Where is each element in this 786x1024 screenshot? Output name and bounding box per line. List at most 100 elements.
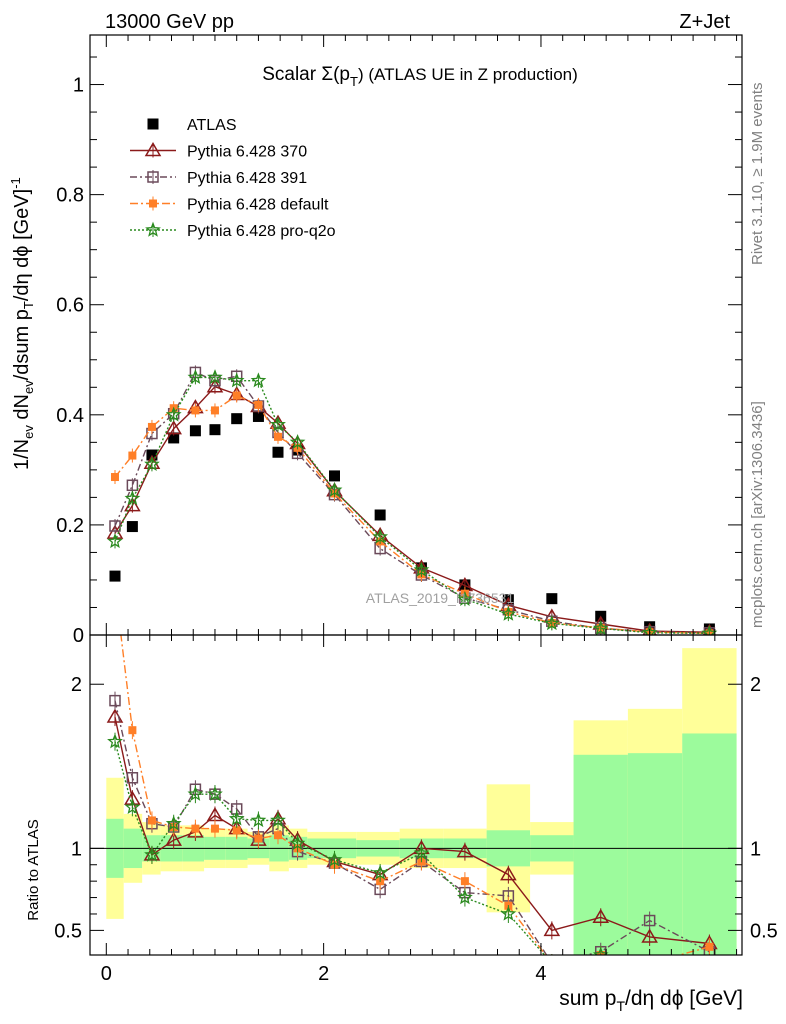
- main-series-4: [107, 369, 718, 635]
- y-label-a: 1/N: [11, 439, 33, 470]
- ratio-ytick-label-left-2: 2: [71, 674, 82, 696]
- ratio-bands: [106, 648, 737, 955]
- legend-marker-0: [147, 118, 159, 130]
- main-point-4-2: [144, 456, 160, 472]
- legend-marker-2: [147, 171, 159, 183]
- ratio-point-3-8: [273, 831, 282, 840]
- legend-marker-3: [149, 199, 157, 208]
- ratio-point-4-3: [165, 815, 182, 831]
- ratio-point-4-8: [270, 812, 286, 828]
- ratio-point-4-14: [500, 905, 517, 921]
- ratio-ytick-label-right-0: 0.5: [750, 920, 778, 942]
- ratio-point-1-3: [165, 831, 182, 846]
- main-point-4-4: [187, 369, 204, 385]
- ratio-point-3-18: [705, 942, 714, 951]
- y-label-b: ev: [21, 425, 36, 439]
- main-point-4-10: [326, 481, 343, 497]
- main-point-0-11: [374, 509, 386, 521]
- ratio-point-3-4: [191, 824, 200, 833]
- main-point-0-6: [231, 413, 243, 425]
- ratio-point-1-13: [456, 843, 474, 858]
- band-green-18: [682, 733, 737, 955]
- main-point-4-13: [456, 590, 473, 606]
- main-ytick-label-0: 0: [73, 625, 84, 647]
- header-energy: 13000 GeV pp: [105, 11, 234, 33]
- ratio-point-3-1: [128, 726, 137, 735]
- legend-label-2: Pythia 6.428 391: [187, 170, 307, 187]
- ratio-point-3-15: [548, 959, 556, 967]
- legend-marker-4: [145, 221, 161, 237]
- ratio-point-4-17: [649, 954, 650, 955]
- ratio-point-2-17: [643, 914, 656, 927]
- main-point-4-17: [641, 624, 658, 635]
- x-tick-label-4: 4: [535, 963, 546, 985]
- ratio-ytick-label-right-1: 1: [750, 838, 761, 860]
- ratio-point-2-15: [547, 958, 557, 968]
- ratio-point-4-15: [551, 954, 552, 955]
- main-point-1-3: [165, 420, 182, 435]
- main-point-0-5: [209, 424, 221, 436]
- main-point-2-1: [126, 479, 139, 492]
- ratio-point-4-2: [144, 846, 160, 862]
- y-label-e: /dsum p: [11, 309, 33, 380]
- ratio-point-3-6: [232, 826, 241, 835]
- main-point-4-9: [289, 433, 306, 450]
- ratio-point-4-13: [456, 889, 473, 905]
- main-point-3-8: [273, 432, 282, 441]
- y-label-f: T: [21, 301, 36, 309]
- main-ytick-label-5: 1: [73, 75, 84, 97]
- ratio-point-4-5: [207, 785, 223, 801]
- ratio-point-4-12: [413, 845, 430, 860]
- ratio-point-3-0: [111, 582, 119, 590]
- legend-label-1: Pythia 6.428 370: [187, 144, 307, 161]
- ratio-point-4-10: [326, 851, 343, 867]
- ratio-point-2-1: [126, 772, 139, 784]
- ratio-point-1-17: [641, 928, 658, 943]
- legend-label-4: Pythia 6.428 pro-q2o: [187, 223, 336, 240]
- main-point-4-8: [270, 416, 286, 432]
- main-point-0-3: [168, 432, 180, 444]
- main-point-4-12: [413, 561, 430, 577]
- y-label-g: /dη dϕ [GeV]: [11, 189, 33, 301]
- ratio-point-4-0: [107, 733, 123, 749]
- ratio-point-2-0: [109, 694, 121, 707]
- main-point-0-10: [329, 470, 340, 482]
- ratio-frame: [89, 634, 743, 956]
- x-label-b: T: [616, 998, 625, 1014]
- ratio-point-4-18: [709, 954, 710, 955]
- main-point-3-5: [210, 406, 219, 415]
- main-point-4-7: [250, 372, 267, 388]
- main-point-4-18: [701, 624, 718, 635]
- main-point-4-15: [543, 615, 560, 631]
- main-point-2-0: [109, 520, 121, 532]
- ratio-point-4-6: [228, 810, 245, 826]
- chart-title: Scalar Σ(pT) (ATLAS UE in Z production): [262, 64, 578, 89]
- main-point-3-4: [191, 406, 200, 415]
- header-process: Z+Jet: [679, 11, 730, 33]
- ratio-point-4-16: [592, 946, 609, 955]
- ratio-point-4-1: [124, 799, 141, 815]
- ratio-point-1-14: [500, 866, 517, 881]
- x-tick-label-2: 2: [318, 963, 329, 985]
- main-point-3-0: [110, 473, 119, 482]
- main-ytick-label-4: 0.8: [56, 185, 84, 207]
- chart-title-tail: ) (ATLAS UE in Z production): [358, 65, 578, 84]
- legend-label-3: Pythia 6.428 default: [187, 197, 329, 214]
- legend-label-0: ATLAS: [187, 117, 237, 134]
- ratio-series-4: [107, 732, 710, 955]
- main-point-0-1: [126, 521, 138, 533]
- chart-title-sub: T: [350, 74, 358, 89]
- ratio-point-4-7: [250, 812, 267, 828]
- main-point-4-5: [207, 369, 223, 385]
- main-point-0-15: [546, 593, 558, 605]
- main-point-3-2: [147, 422, 156, 431]
- y-label-d: ev: [21, 380, 36, 394]
- rivet-label: Rivet 3.1.10, ≥ 1.9M events: [749, 83, 766, 266]
- ratio-ytick-label-right-2: 2: [750, 674, 761, 696]
- main-point-0-8: [272, 446, 284, 458]
- axes: 0 2 4 0 0.2 0.4 0.6 0.8 1 0.5 0.5 1 1 2 2: [54, 34, 778, 985]
- main-point-4-3: [165, 406, 182, 422]
- ratio-point-3-5: [210, 824, 219, 833]
- x-label-c: /dη dϕ [GeV]: [625, 987, 743, 1010]
